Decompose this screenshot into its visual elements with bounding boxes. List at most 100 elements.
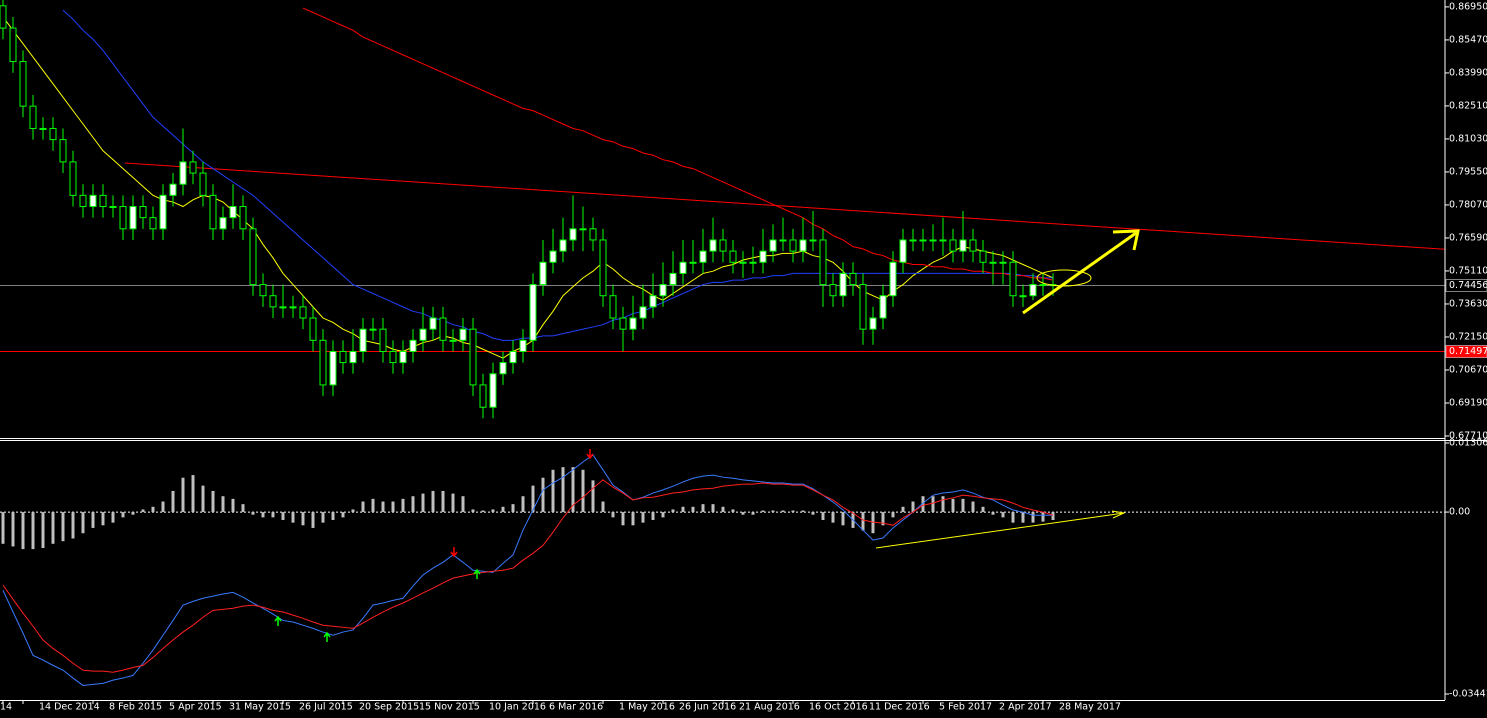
x-tick-label: 5 Feb 2017 bbox=[939, 702, 992, 713]
candle-body bbox=[359, 328, 367, 352]
price-level-tag bbox=[1445, 345, 1487, 358]
candle-body bbox=[819, 239, 827, 286]
candle-body bbox=[19, 61, 27, 107]
candle-body bbox=[399, 350, 407, 364]
candle-body bbox=[999, 261, 1007, 264]
candle-body bbox=[929, 239, 937, 242]
candle-body bbox=[299, 306, 307, 319]
y-tick-label: 0.81030 bbox=[1449, 133, 1487, 144]
histogram-bar bbox=[631, 512, 635, 526]
histogram-bar bbox=[121, 512, 125, 518]
candle-body bbox=[199, 172, 207, 196]
histogram-bar bbox=[611, 512, 615, 518]
candle-body bbox=[469, 328, 477, 386]
histogram-bar bbox=[971, 501, 975, 513]
histogram-bar bbox=[841, 512, 845, 526]
candle-body bbox=[1029, 284, 1037, 297]
histogram-bar bbox=[711, 504, 715, 513]
candle-body bbox=[759, 250, 767, 263]
histogram-bar bbox=[501, 506, 505, 513]
histogram-bar bbox=[991, 512, 995, 515]
candle-body bbox=[89, 194, 97, 208]
histogram-bar bbox=[201, 485, 205, 513]
histogram-bar bbox=[231, 498, 235, 513]
histogram-bar bbox=[891, 512, 895, 518]
candle-body bbox=[39, 127, 47, 130]
histogram-bar bbox=[81, 512, 85, 534]
y-tick-label: 0.79550 bbox=[1449, 166, 1487, 177]
candle-body bbox=[499, 362, 507, 375]
histogram-bar bbox=[1051, 512, 1055, 521]
y-tick-label: 0.75110 bbox=[1449, 265, 1487, 276]
y-tick-label: 0.72150 bbox=[1449, 331, 1487, 342]
histogram-bar bbox=[801, 510, 805, 513]
histogram-bar bbox=[331, 512, 335, 521]
candle-body bbox=[509, 350, 517, 364]
candle-body bbox=[389, 350, 397, 364]
candle-body bbox=[339, 350, 347, 364]
candle-body bbox=[1039, 284, 1047, 287]
annotations bbox=[274, 229, 1140, 642]
candle-body bbox=[219, 217, 227, 230]
candle-body bbox=[329, 350, 337, 386]
candle-body bbox=[289, 306, 297, 309]
histogram-bar bbox=[831, 512, 835, 523]
candle-body bbox=[239, 206, 247, 230]
histogram-bar bbox=[761, 510, 765, 513]
histogram-bar bbox=[951, 498, 955, 513]
histogram-bar bbox=[41, 512, 45, 549]
candle-body bbox=[529, 284, 537, 341]
candle-body bbox=[139, 206, 147, 219]
candle-body bbox=[29, 105, 37, 129]
candle-body bbox=[669, 272, 677, 286]
candle-body bbox=[659, 284, 667, 297]
histogram-bar bbox=[471, 509, 475, 513]
candle-body bbox=[949, 239, 957, 252]
histogram-bar bbox=[271, 512, 275, 518]
histogram-bar bbox=[31, 512, 35, 550]
candle-body bbox=[309, 317, 317, 341]
candle-body bbox=[619, 317, 627, 330]
candle-body bbox=[589, 228, 597, 241]
candle-body bbox=[699, 250, 707, 263]
candle-body bbox=[749, 261, 757, 264]
x-tick-label: 8 Feb 2015 bbox=[109, 702, 162, 713]
candle-body bbox=[719, 239, 727, 252]
candle-body bbox=[809, 239, 817, 242]
histogram-bar bbox=[101, 512, 105, 526]
histogram-bar bbox=[1031, 512, 1035, 523]
histogram-bar bbox=[691, 506, 695, 513]
buy-signal-arrow bbox=[323, 631, 331, 642]
histogram-bar bbox=[21, 512, 25, 550]
price-level-label: 0.74456 bbox=[1449, 280, 1487, 291]
histogram-bar bbox=[591, 480, 595, 513]
histogram-bar bbox=[521, 496, 525, 513]
candle-body bbox=[119, 206, 127, 230]
candle-body bbox=[559, 239, 567, 252]
histogram-bar bbox=[141, 509, 145, 513]
y-tick-label: 0.69190 bbox=[1449, 397, 1487, 408]
x-tick-label: 5 Apr 2015 bbox=[169, 702, 222, 713]
candle-body bbox=[679, 261, 687, 274]
y-tick-label: 0.00 bbox=[1449, 507, 1470, 518]
candle-body bbox=[449, 339, 457, 342]
histogram-bar bbox=[741, 512, 745, 515]
histogram-bar bbox=[11, 512, 15, 547]
histogram-bar bbox=[1021, 512, 1025, 523]
histogram-bar bbox=[641, 512, 645, 523]
candle-body bbox=[849, 272, 857, 286]
candle-body bbox=[649, 295, 657, 308]
candle-body bbox=[229, 206, 237, 219]
histogram-bar bbox=[281, 512, 285, 521]
histogram-bar bbox=[581, 469, 585, 513]
candle-body bbox=[349, 350, 357, 364]
candle-body bbox=[439, 317, 447, 341]
candle-body bbox=[489, 373, 497, 408]
candle-body bbox=[0, 5, 7, 29]
histogram-bar bbox=[431, 490, 435, 513]
candle-body bbox=[729, 250, 737, 263]
histogram-bar bbox=[341, 512, 345, 518]
histogram-bar bbox=[871, 512, 875, 534]
